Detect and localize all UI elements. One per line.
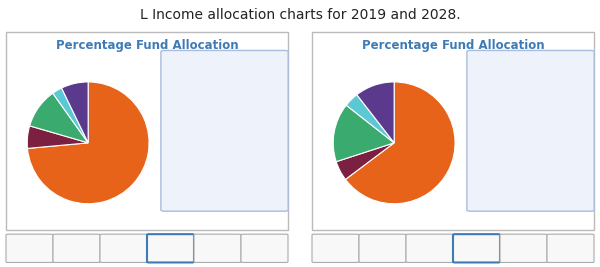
Text: 10.65%: 10.65% [251,130,284,139]
Wedge shape [62,82,88,143]
Bar [169,153,181,164]
Bar [475,105,487,117]
Wedge shape [27,126,88,148]
Text: C Fund: C Fund [491,130,520,139]
Text: ►: ► [520,244,527,253]
Text: ◄: ◄ [73,244,80,253]
Text: I Fund: I Fund [491,178,517,187]
Text: ►: ► [214,244,221,253]
Text: S Fund: S Fund [185,154,214,163]
Text: ◄◄: ◄◄ [329,244,341,253]
Text: S Fund: S Fund [491,154,520,163]
Bar [475,177,487,188]
Bar [475,153,487,164]
Bar [169,105,181,117]
Bar [169,82,181,93]
Wedge shape [357,82,394,143]
Wedge shape [29,93,88,143]
Text: 7.18%: 7.18% [257,178,284,187]
Text: 73.54%: 73.54% [251,83,284,92]
Text: 2.67%: 2.67% [257,154,284,163]
Bar [475,129,487,140]
Text: January ▾: January ▾ [105,244,142,253]
Bar [169,129,181,140]
Text: G Fund: G Fund [491,83,521,92]
Text: 3.90%: 3.90% [563,154,590,163]
Text: F Fund: F Fund [491,107,519,116]
Text: C Fund: C Fund [185,130,214,139]
Bar [475,82,487,93]
Text: 2019 ▾: 2019 ▾ [157,244,184,253]
Text: ◄◄: ◄◄ [23,244,35,253]
Text: ►►: ►► [259,244,271,253]
Text: I Fund: I Fund [185,178,211,187]
Text: G Fund: G Fund [185,83,215,92]
Wedge shape [346,82,455,204]
Text: Percentage Fund Allocation: Percentage Fund Allocation [362,39,544,52]
Text: Percentage Fund Allocation: Percentage Fund Allocation [56,39,238,52]
Wedge shape [336,143,394,179]
Text: ►►: ►► [565,244,577,253]
Text: 10.50%: 10.50% [557,178,590,187]
Text: 15.60%: 15.60% [557,130,590,139]
Text: 2028 ▾: 2028 ▾ [463,244,490,253]
Wedge shape [53,88,88,143]
Text: July 2028: July 2028 [505,63,556,73]
Text: L Income allocation charts for 2019 and 2028.: L Income allocation charts for 2019 and … [140,8,460,22]
Wedge shape [346,95,394,143]
Text: July ▾: July ▾ [419,244,440,253]
Text: 5.96%: 5.96% [257,107,284,116]
Wedge shape [333,105,394,162]
Bar [169,177,181,188]
Wedge shape [28,82,149,204]
Text: F Fund: F Fund [185,107,213,116]
Text: January 2019: January 2019 [188,63,260,73]
Text: 64.75%: 64.75% [557,83,590,92]
Text: 5.25%: 5.25% [563,107,590,116]
Text: ◄: ◄ [379,244,386,253]
